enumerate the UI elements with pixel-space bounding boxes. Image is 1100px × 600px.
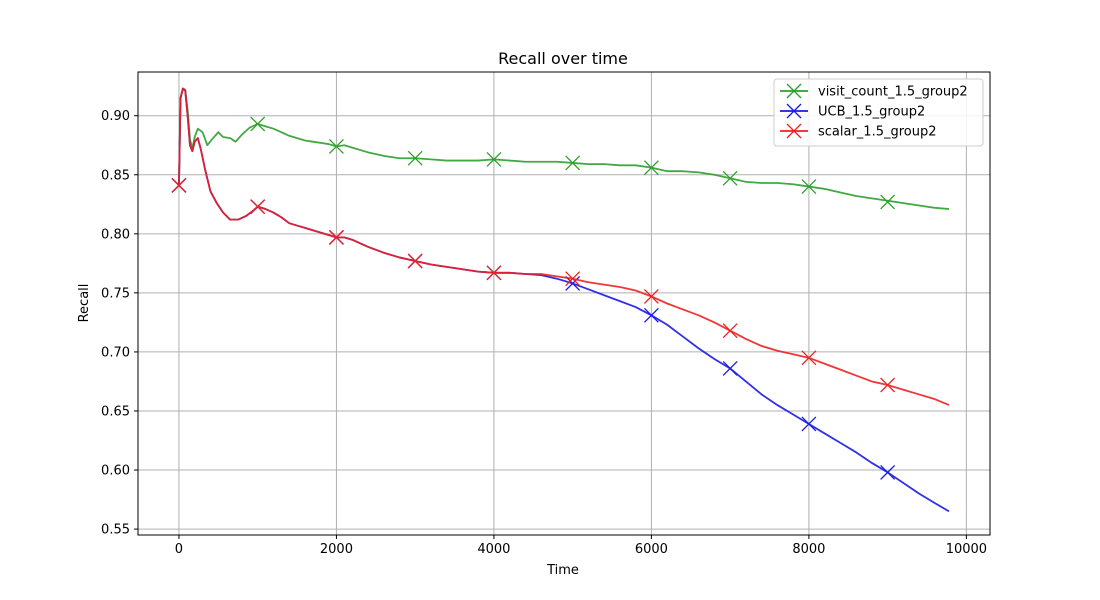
- y-tick-label: 0.60: [101, 464, 130, 479]
- legend-marker: [786, 103, 802, 119]
- y-tick-label: 0.80: [101, 227, 130, 242]
- x-tick-label: 0: [175, 542, 183, 557]
- series-marker: [880, 464, 896, 480]
- series-marker: [643, 307, 659, 323]
- series-visit-count-1-5-group2: [171, 87, 950, 210]
- y-tick-label: 0.85: [101, 168, 130, 183]
- series-marker: [565, 271, 581, 287]
- series-marker: [643, 160, 659, 176]
- axis-ticks: 0 2000 4000 6000 8000 10000 0.55 0.60 0.65 0.70 0.…: [101, 109, 987, 557]
- legend-item: scalar_1.5_group2: [780, 123, 937, 140]
- data-series: [171, 87, 950, 513]
- y-tick-label: 0.75: [101, 286, 130, 301]
- x-tick-label: 8000: [792, 542, 825, 557]
- legend-item: visit_count_1.5_group2: [780, 83, 968, 100]
- series-marker: [328, 229, 344, 245]
- chart-title: Recall over time: [498, 49, 628, 68]
- series-marker: [880, 194, 896, 210]
- series-marker: [407, 150, 423, 166]
- x-tick-label: 2000: [320, 542, 353, 557]
- y-tick-label: 0.65: [101, 404, 130, 419]
- x-tick-label: 6000: [635, 542, 668, 557]
- series-marker: [250, 199, 266, 215]
- series-marker: [722, 170, 738, 186]
- series-marker: [722, 361, 738, 376]
- x-tick-label: 4000: [477, 542, 510, 557]
- legend-marker: [786, 83, 802, 99]
- x-axis-label: Time: [546, 563, 579, 578]
- legend-label: visit_count_1.5_group2: [818, 85, 968, 100]
- series-marker: [801, 179, 817, 195]
- y-tick-label: 0.90: [101, 109, 130, 124]
- series-marker: [486, 265, 502, 281]
- series-marker: [565, 155, 581, 171]
- series-marker: [250, 116, 266, 132]
- legend-label: scalar_1.5_group2: [818, 125, 937, 140]
- series-marker: [171, 177, 187, 193]
- legend-marker: [786, 123, 802, 139]
- legend-label: UCB_1.5_group2: [818, 105, 925, 120]
- series-marker: [486, 151, 502, 167]
- series-marker: [801, 350, 817, 366]
- series-marker: [643, 288, 659, 304]
- y-tick-label: 0.55: [101, 523, 130, 538]
- legend: visit_count_1.5_group2 UCB_1.5_group2scal…: [773, 78, 984, 147]
- plot-frame: [137, 71, 991, 536]
- series-marker: [722, 323, 738, 339]
- grid-lines: [138, 72, 990, 535]
- series-scalar-1-5-group2: [171, 87, 950, 406]
- series-marker: [880, 377, 896, 393]
- y-axis-label: Recall: [77, 284, 92, 323]
- x-tick-label: 10000: [946, 542, 987, 557]
- legend-box: [773, 78, 984, 147]
- series-marker: [801, 416, 817, 432]
- y-tick-label: 0.70: [101, 345, 130, 360]
- series-marker: [407, 253, 423, 269]
- series-marker: [328, 138, 344, 154]
- legend-item: UCB_1.5_group2: [780, 103, 925, 120]
